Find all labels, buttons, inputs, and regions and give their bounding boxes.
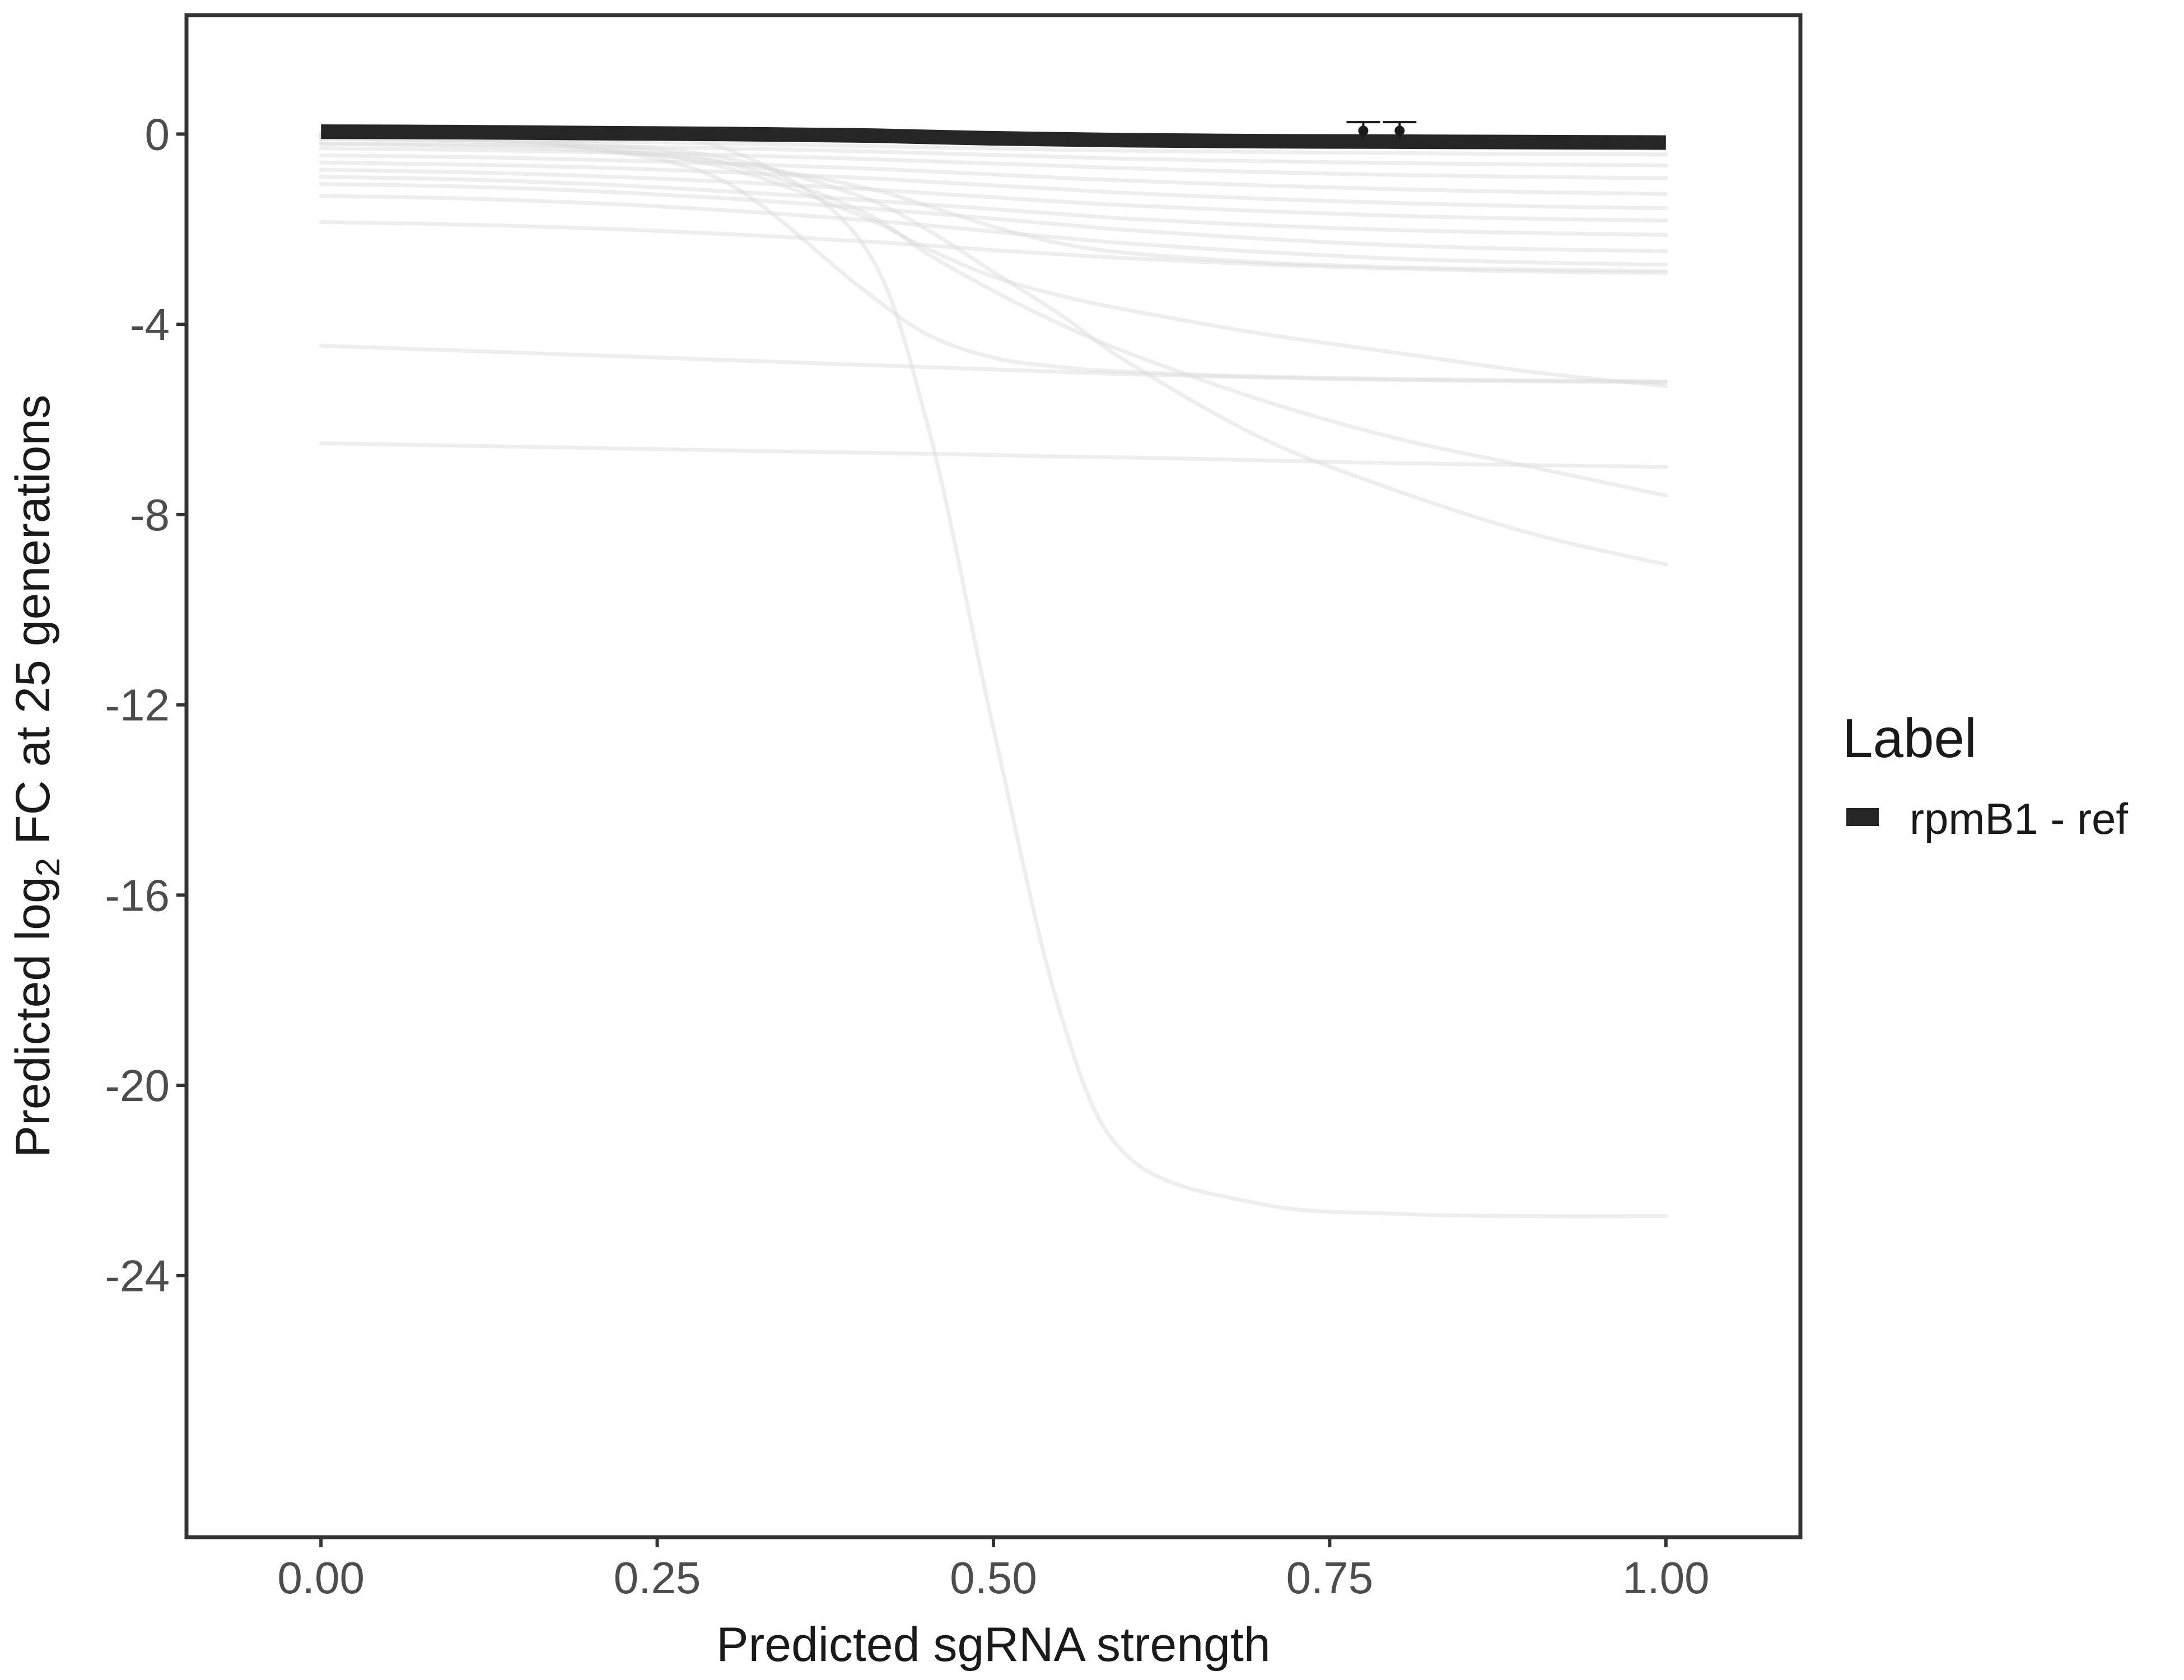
y-tick-label-5: -20 — [105, 1061, 170, 1110]
y-axis-title-prefix: Predicted log — [6, 876, 60, 1158]
legend-key-rpmB1-ref — [1846, 808, 1879, 826]
background-series-line-15 — [319, 134, 1668, 384]
background-series-line-16 — [319, 132, 1668, 567]
highlight-series-group — [321, 124, 1666, 150]
highlight-series-line — [321, 124, 1666, 150]
background-series-line-12 — [319, 141, 1668, 273]
x-tick-label-0: 0.00 — [277, 1553, 365, 1603]
background-series-line-8 — [319, 175, 1668, 237]
y-axis: 0 -4 -8 -12 -16 -20 -24 — [105, 109, 186, 1301]
background-series-line-11 — [319, 220, 1668, 275]
background-series-line-14 — [319, 134, 1668, 498]
legend: Label rpmB1 - ref — [1842, 707, 2128, 843]
background-series-line-5 — [319, 153, 1668, 196]
y-tick-label-2: -8 — [130, 490, 170, 540]
y-tick-label-0: 0 — [145, 109, 170, 159]
y-axis-title-subscript: 2 — [29, 858, 67, 876]
background-series-line-13 — [319, 137, 1668, 388]
data-point-1 — [1358, 125, 1369, 136]
y-tick-label-6: -24 — [105, 1251, 170, 1301]
background-series-line-7 — [319, 167, 1668, 223]
y-axis-title-suffix: FC at 25 generations — [6, 395, 60, 858]
background-series-line-10 — [319, 194, 1668, 267]
y-axis-title: Predicted log2 FC at 25 generations — [6, 395, 67, 1158]
y-tick-label-4: -16 — [105, 870, 170, 920]
background-series-line-6 — [319, 160, 1668, 211]
x-axis: 0.00 0.25 0.50 0.75 1.00 — [277, 1537, 1710, 1603]
legend-title: Label — [1842, 707, 1977, 769]
x-tick-label-4: 1.00 — [1622, 1553, 1710, 1603]
background-series-line-18 — [319, 441, 1668, 469]
background-series-line-2 — [319, 137, 1668, 157]
x-tick-label-3: 0.75 — [1286, 1553, 1374, 1603]
background-series-line-4 — [319, 146, 1668, 180]
background-series-line-9 — [319, 182, 1668, 253]
background-series-line-17 — [319, 343, 1668, 385]
background-series-line-3 — [319, 141, 1668, 167]
y-tick-label-1: -4 — [130, 300, 170, 349]
y-tick-label-3: -12 — [105, 680, 170, 730]
legend-label-rpmB1-ref: rpmB1 - ref — [1910, 794, 2128, 843]
points-group — [1346, 121, 1417, 139]
x-tick-label-1: 0.25 — [614, 1553, 701, 1603]
x-axis-title: Predicted sgRNA strength — [716, 1618, 1271, 1672]
data-point-2 — [1394, 125, 1405, 136]
x-tick-label-2: 0.50 — [950, 1553, 1037, 1603]
